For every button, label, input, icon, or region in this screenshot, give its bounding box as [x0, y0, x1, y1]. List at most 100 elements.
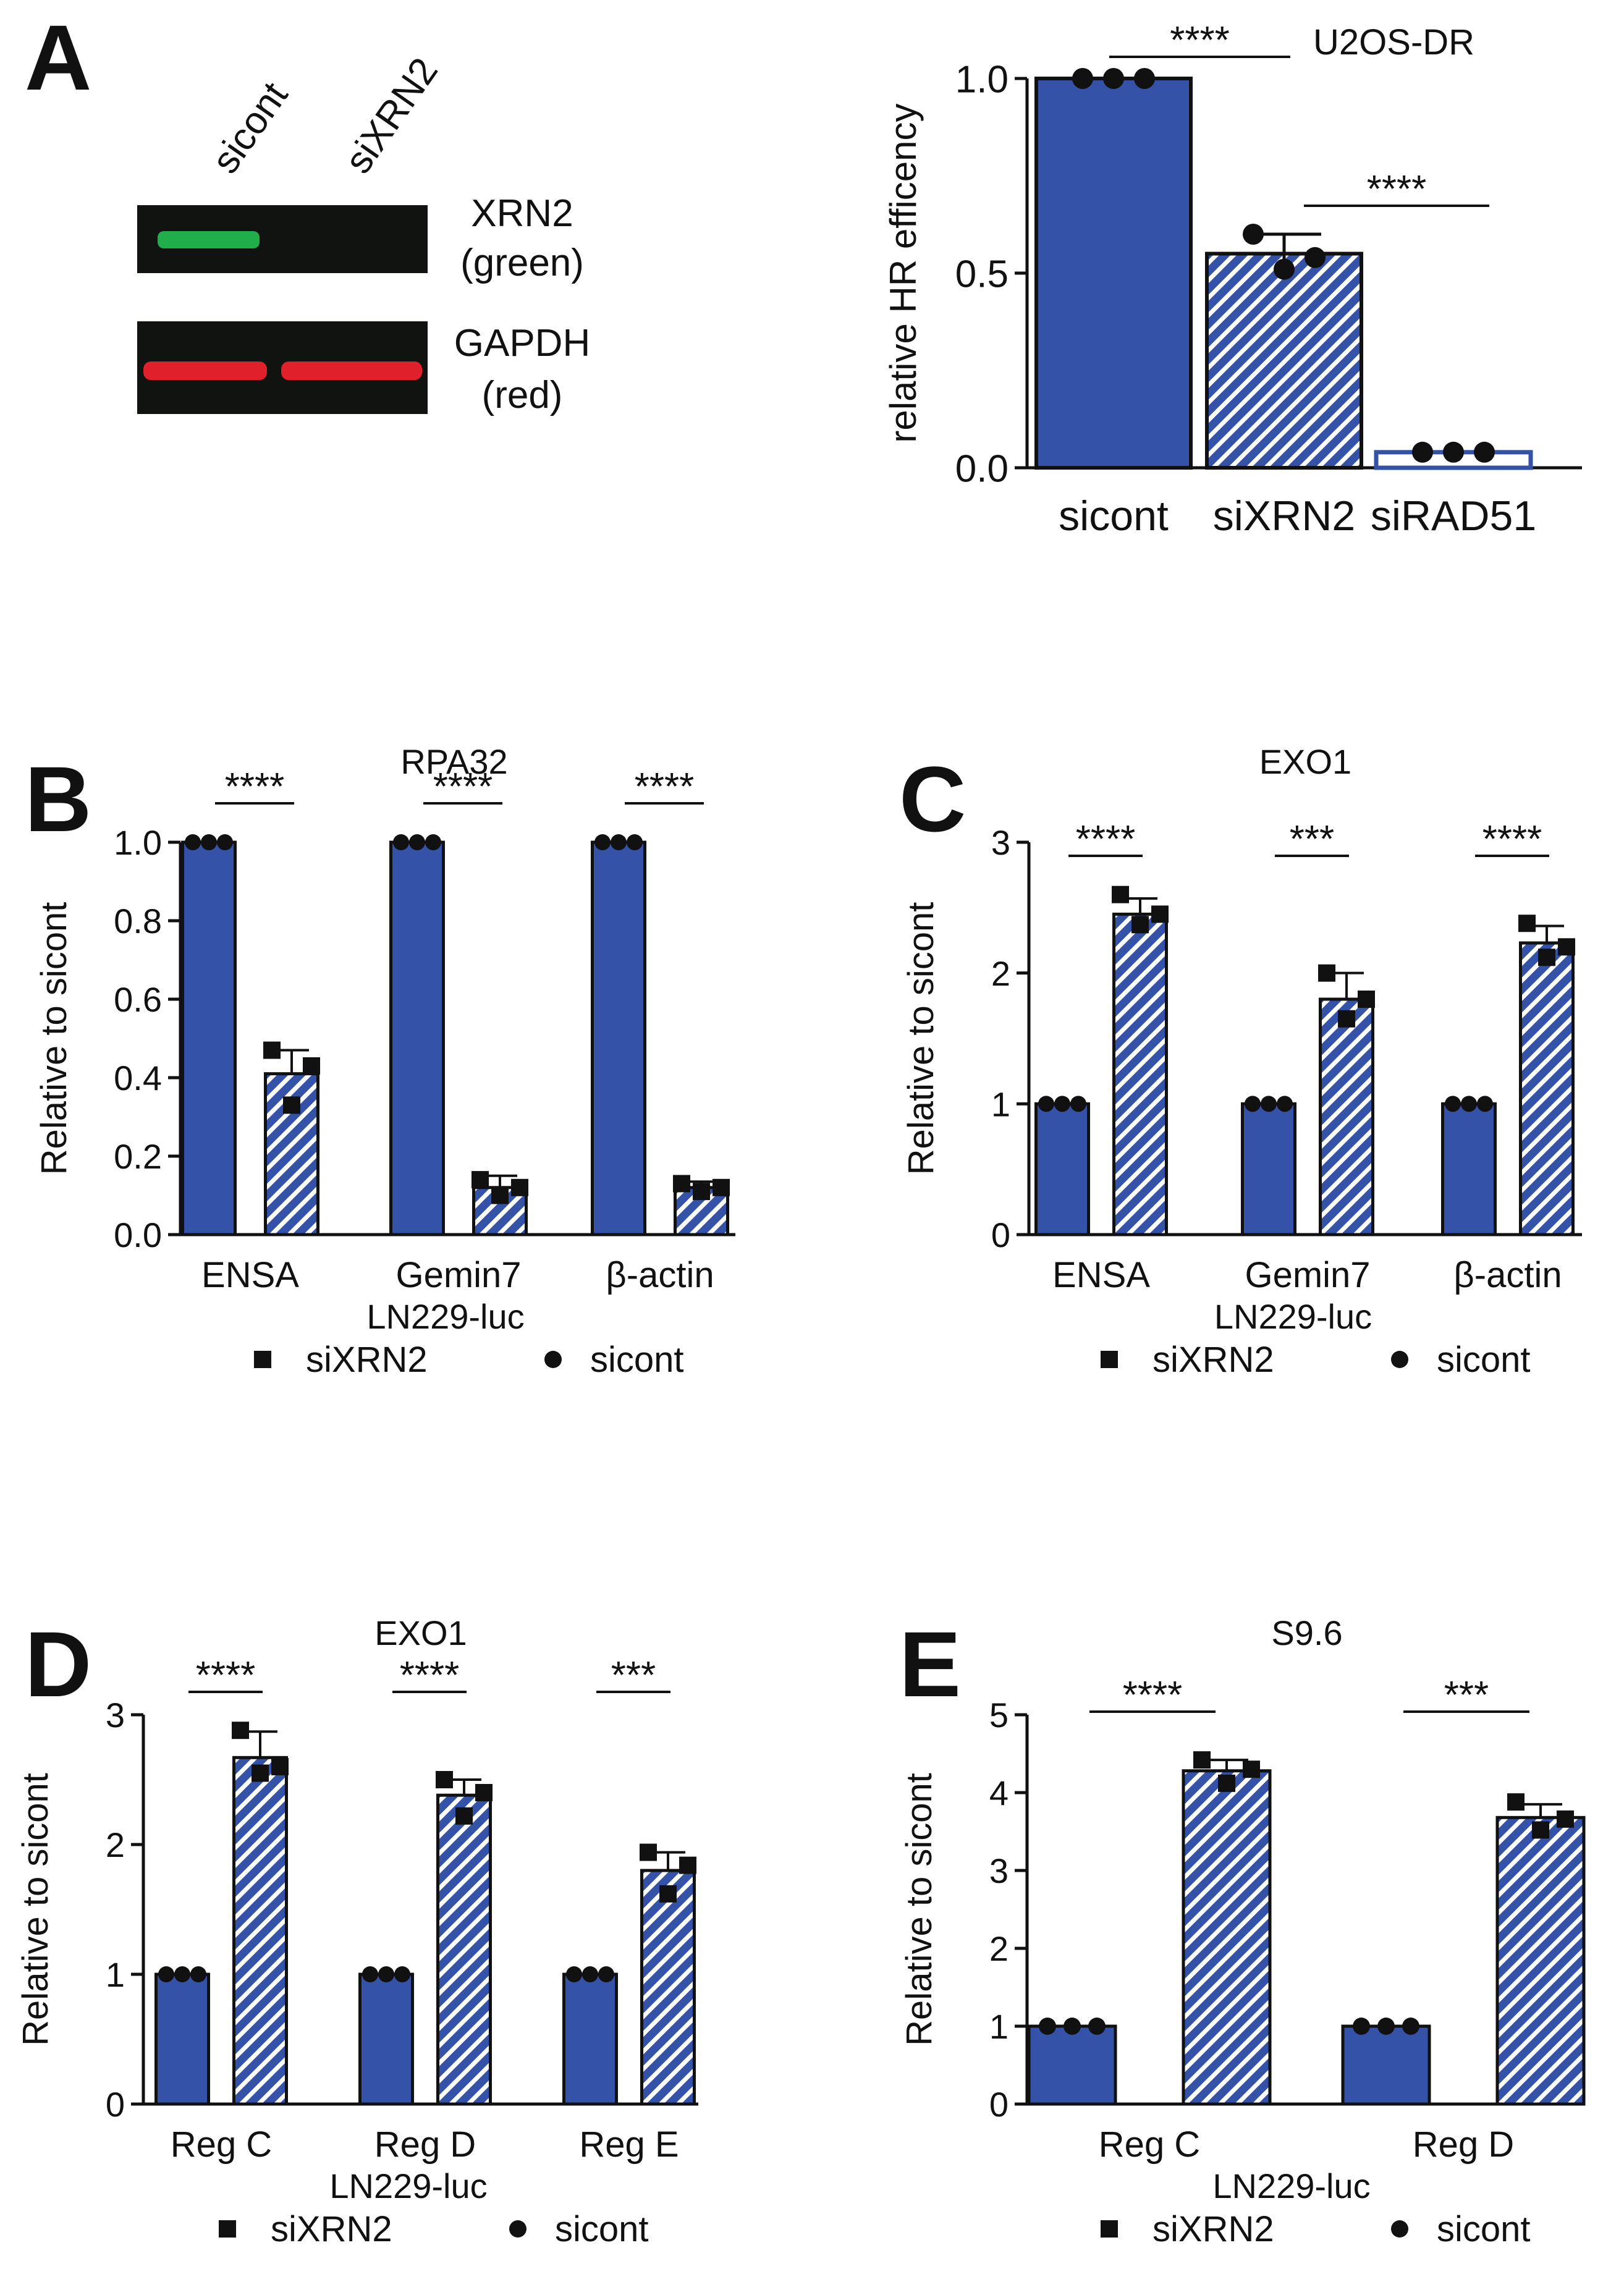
data-point-sicont [158, 1966, 174, 1982]
data-point-sicont [425, 834, 441, 850]
bar-siXRN2-Reg D [1495, 1815, 1586, 2106]
chart-title: EXO1 [374, 1613, 467, 1652]
blot-label-xrn2-color: (green) [460, 242, 584, 284]
y-axis-label: Relative to sicont [901, 902, 941, 1175]
chart-title: S9.6 [1271, 1613, 1342, 1652]
blot-band-gapdh-sixrn2 [281, 361, 422, 380]
y-tick-label: 3 [991, 823, 1010, 862]
data-point-siXRN2 [693, 1183, 710, 1201]
significance-label: **** [433, 766, 493, 808]
data-point-siXRN2 [1112, 885, 1129, 903]
data-point-sicont [1038, 1096, 1054, 1112]
data-point-sicont [185, 834, 201, 850]
legend-label-sicont: sicont [555, 2209, 649, 2249]
legend-marker-sixrn2 [254, 1351, 271, 1368]
blot-band-gapdh-sicont [143, 361, 267, 380]
significance-label: **** [1367, 168, 1427, 211]
legend-marker-sixrn2 [1101, 2220, 1118, 2238]
data-point-sicont [1054, 1096, 1070, 1112]
data-point-siXRN2 [303, 1057, 320, 1075]
legend-label-sixrn2: siXRN2 [271, 2209, 392, 2249]
blot-label-gapdh-color: (red) [482, 374, 563, 416]
data-point-sicont [1039, 2018, 1056, 2035]
y-tick-label: 0.5 [955, 253, 1009, 295]
significance-label: **** [1170, 19, 1230, 62]
legend-label-sixrn2: siXRN2 [1152, 2209, 1274, 2249]
y-tick-label: 4 [989, 1773, 1009, 1812]
data-point [1305, 247, 1326, 268]
x-tick-label: Gemin7 [1245, 1255, 1370, 1295]
y-tick-label: 1 [989, 2007, 1009, 2046]
blot-label-gapdh: GAPDH [454, 322, 590, 365]
significance-label: *** [611, 1654, 656, 1697]
y-tick-label: 2 [106, 1825, 125, 1864]
significance-label: *** [1290, 818, 1334, 861]
bar-sicont-Reg D [358, 1972, 414, 2106]
x-tick-label: ENSA [1052, 1255, 1150, 1295]
significance-label: **** [1076, 818, 1136, 861]
data-point-siXRN2 [1243, 1760, 1260, 1778]
data-point-siXRN2 [436, 1771, 453, 1788]
panel-letter-b: B [25, 747, 91, 851]
x-tick-label: Reg C [171, 2124, 272, 2165]
data-point-siXRN2 [679, 1856, 696, 1874]
bar-sicont-ENSA [1034, 1102, 1090, 1236]
data-point-siXRN2 [1338, 1010, 1355, 1028]
data-point-sicont [1088, 2018, 1106, 2035]
x-tick-label: siXRN2 [1213, 492, 1356, 539]
chart-panel-c: 0 1 2 3 Relative to sicont **** ENSA *** Gemin7 *… [901, 742, 1582, 1380]
legend-label-sicont: sicont [1437, 2209, 1531, 2249]
data-point-sicont [378, 1966, 394, 1982]
data-point-siXRN2 [1358, 991, 1375, 1008]
bar-siXRN2-Reg C [1182, 1769, 1272, 2106]
data-point [1134, 68, 1155, 89]
panel-letter-d: D [25, 1612, 91, 1716]
data-point-siXRN2 [673, 1175, 690, 1193]
chart-title: U2OS-DR [1313, 22, 1474, 62]
blot-lane-label-sicont: sicont [204, 75, 296, 181]
data-point-siXRN2 [1318, 964, 1335, 982]
data-point-siXRN2 [1507, 1793, 1525, 1811]
x-tick-label: siRAD51 [1371, 492, 1536, 539]
data-point-siXRN2 [455, 1807, 473, 1825]
x-tick-label: Reg D [374, 2124, 476, 2165]
blot-lane-label-sixrn2: siXRN2 [337, 50, 446, 181]
blot-label-xrn2: XRN2 [471, 192, 573, 235]
data-point-siXRN2 [475, 1784, 493, 1801]
data-point-siXRN2 [472, 1171, 489, 1189]
chart-title: RPA32 [400, 742, 507, 781]
data-point-sicont [1064, 2018, 1081, 2035]
bar-siXRN2-ENSA [1112, 912, 1168, 1236]
bar-sicont-Reg D [1341, 2024, 1431, 2106]
bar-siXRN2-β-actin [1519, 941, 1575, 1236]
data-point-siXRN2 [1193, 1751, 1211, 1769]
data-point-siXRN2 [271, 1758, 289, 1775]
significance-label: *** [1444, 1674, 1489, 1717]
data-point-sicont [393, 834, 409, 850]
x-tick-label: Gemin7 [395, 1255, 521, 1295]
data-point-siXRN2 [640, 1843, 657, 1861]
data-point-sicont [566, 1966, 582, 1982]
x-tick-label: β-actin [606, 1255, 714, 1295]
x-tick-label: Reg E [579, 2124, 679, 2165]
y-tick-label: 1 [991, 1084, 1010, 1123]
panel-letter-c: C [899, 747, 966, 851]
y-tick-label: 2 [991, 954, 1010, 993]
data-point [1474, 441, 1495, 463]
bar-sicont [1034, 77, 1193, 470]
data-point-siXRN2 [1131, 916, 1149, 934]
data-point-sicont [598, 1966, 614, 1982]
data-point-sicont [1070, 1096, 1086, 1112]
significance-label: **** [1123, 1674, 1183, 1717]
bar-sicont-Gemin7 [389, 840, 445, 1236]
y-tick-label: 0.6 [114, 980, 162, 1019]
bar-siXRN2-Reg D [436, 1793, 492, 2106]
legend-marker-sixrn2 [219, 2220, 236, 2238]
bar-sicont-β-actin [1441, 1102, 1497, 1236]
legend-label-sixrn2: siXRN2 [306, 1340, 428, 1380]
significance-label: **** [400, 1654, 460, 1697]
y-axis-label: Relative to sicont [899, 1773, 939, 2046]
data-point-siXRN2 [1151, 905, 1169, 923]
y-tick-label: 0.2 [114, 1137, 162, 1176]
data-point-siXRN2 [263, 1041, 281, 1059]
